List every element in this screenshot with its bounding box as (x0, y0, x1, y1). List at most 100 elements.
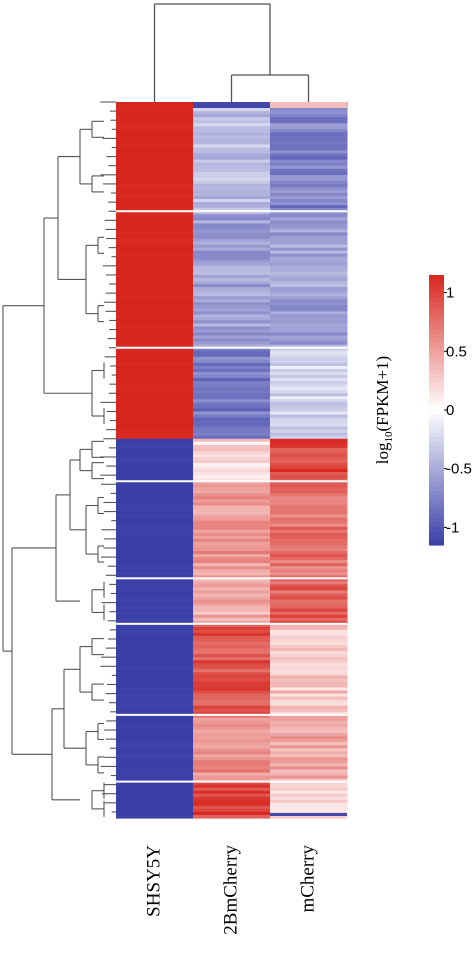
heatmap-cell (270, 813, 347, 816)
heatmap-cell (193, 617, 271, 622)
heatmap-cell (193, 717, 271, 722)
heatmap-cell (116, 414, 194, 419)
heatmap-cell (270, 156, 348, 161)
colorbar-title-main: log (372, 442, 392, 465)
heatmap-cell (116, 102, 194, 106)
heatmap-cell (116, 605, 194, 610)
heatmap-cell (116, 232, 194, 237)
heatmap-cell (193, 520, 271, 525)
heatmap-cell (193, 290, 271, 294)
heatmap-cell (116, 290, 194, 294)
heatmap-cell (193, 511, 271, 516)
colorbar-segment (429, 324, 444, 330)
heatmap-cell (116, 229, 194, 234)
heatmap-cell (193, 469, 271, 473)
heatmap-cell (116, 578, 194, 582)
heatmap-cell (270, 335, 348, 340)
heatmap-cell (116, 608, 194, 613)
colorbar-segment (429, 347, 444, 353)
colorbar-tick-label: 0 (446, 402, 454, 419)
cluster-separator (116, 780, 347, 783)
heatmap-cell (193, 423, 271, 428)
heatmap-cell (116, 805, 194, 810)
heatmap-cell (193, 799, 271, 804)
heatmap-cell (270, 496, 348, 501)
heatmap-cell (193, 238, 271, 243)
heatmap-cell (193, 702, 271, 707)
heatmap-cell (270, 226, 348, 231)
colorbar-tick-label: -1 (446, 519, 459, 536)
heatmap-cell (116, 123, 194, 127)
heatmap-cell (193, 196, 271, 200)
heatmap-cell (193, 723, 271, 728)
heatmap-cell (270, 435, 348, 440)
heatmap-cell (116, 147, 194, 152)
heatmap-cell (193, 496, 271, 501)
heatmap-cell (193, 587, 271, 592)
colorbar-segment (429, 459, 444, 465)
heatmap-cell (193, 368, 271, 373)
heatmap-cell (116, 472, 194, 476)
heatmap-cell (193, 438, 271, 443)
heatmap-cell (116, 808, 194, 813)
heatmap-cell (193, 547, 271, 552)
heatmap-cell (270, 478, 348, 482)
heatmap-cell (116, 623, 194, 628)
heatmap-cell (193, 657, 271, 661)
colorbar-segment (429, 338, 444, 344)
heatmap-cell (193, 563, 271, 567)
heatmap-cell (193, 781, 271, 786)
heatmap-cell (270, 723, 348, 728)
heatmap-cell (116, 754, 194, 758)
colorbar-segment (429, 275, 444, 281)
heatmap-cell (270, 384, 348, 388)
heatmap-cell (193, 320, 271, 325)
heatmap-cell (193, 232, 271, 237)
heatmap-cell (116, 456, 194, 461)
heatmap-cell (193, 387, 271, 391)
heatmap-cell (193, 639, 271, 643)
heatmap-cell (116, 381, 194, 385)
heatmap-cell (116, 523, 194, 528)
heatmap-cell (193, 420, 271, 425)
heatmap-cell (116, 793, 194, 798)
heatmap-cell (193, 408, 271, 413)
heatmap-cell (193, 784, 271, 789)
heatmap-cell (270, 469, 348, 473)
heatmap-cell (193, 654, 271, 658)
heatmap-cell (116, 323, 194, 328)
heatmap-cell (193, 814, 271, 819)
heatmap-cell (116, 563, 194, 567)
heatmap-cell (270, 766, 348, 771)
heatmap-cell (116, 193, 194, 197)
colorbar-segment (429, 522, 444, 528)
heatmap-cell (193, 405, 271, 410)
heatmap-cell (193, 481, 271, 485)
heatmap-cell (270, 268, 348, 273)
heatmap-cell (116, 368, 194, 373)
heatmap-cell (116, 538, 194, 543)
heatmap-cell (270, 566, 348, 570)
heatmap-cell (270, 742, 348, 746)
heatmap-cell (270, 390, 348, 394)
heatmap-cell (270, 547, 348, 552)
heatmap-cell (116, 432, 194, 437)
heatmap-cell (193, 508, 271, 513)
heatmap-cell (193, 317, 271, 322)
heatmap-cell (193, 396, 271, 400)
heatmap-cell (116, 569, 194, 573)
heatmap-cell (193, 742, 271, 746)
heatmap-cell (116, 105, 194, 109)
heatmap-cell (270, 554, 348, 558)
heatmap-cell (270, 277, 348, 282)
heatmap-cell (270, 487, 348, 491)
heatmap-cell (193, 635, 271, 640)
colorbar-segment (429, 437, 444, 443)
heatmap-cell (193, 726, 271, 731)
heatmap-cell (116, 259, 194, 264)
heatmap-cell (270, 629, 348, 634)
heatmap-cell (116, 335, 194, 340)
heatmap-cell (193, 453, 271, 458)
heatmap-cell (116, 557, 194, 561)
heatmap-cell (193, 478, 271, 482)
